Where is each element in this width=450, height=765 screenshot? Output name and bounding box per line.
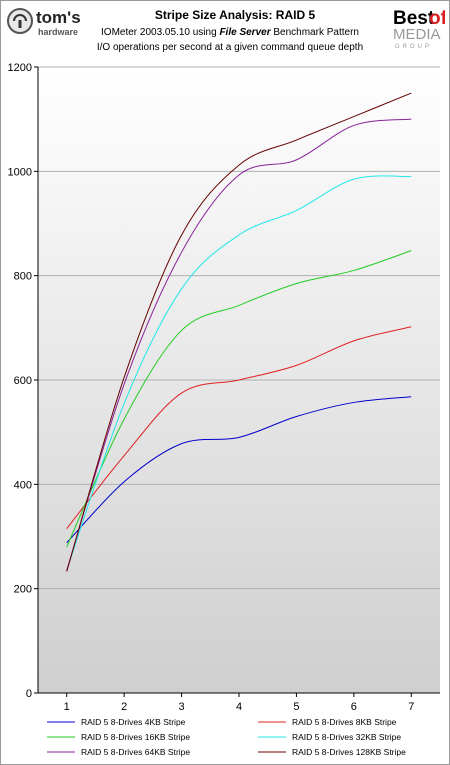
x-tick-label: 1 (64, 701, 70, 713)
svg-text:MEDIA: MEDIA (393, 26, 441, 43)
legend-label: RAID 5 8-Drives 4KB Stripe (81, 717, 186, 727)
series-line-5 (66, 118, 412, 571)
svg-text:of: of (429, 8, 445, 29)
x-tick-label: 5 (293, 701, 299, 713)
series-line-1 (66, 396, 412, 544)
y-tick-label: 0 (26, 688, 32, 700)
y-tick-label: 1000 (8, 166, 32, 178)
legend-label: RAID 5 8-Drives 128KB Stripe (292, 747, 406, 757)
chart-title: Stripe Size Analysis: RAID 5 (154, 8, 316, 22)
legend-label: RAID 5 8-Drives 64KB Stripe (81, 747, 190, 757)
x-tick-label: 2 (121, 701, 127, 713)
legend-label: RAID 5 8-Drives 32KB Stripe (292, 732, 401, 742)
legend-label: RAID 5 8-Drives 16KB Stripe (81, 732, 190, 742)
svg-text:Best: Best (393, 8, 435, 29)
subtitle-suffix: Benchmark Pattern (270, 27, 359, 38)
y-tick-label: 800 (14, 271, 32, 283)
y-tick-label: 600 (14, 375, 32, 387)
series-line-2 (66, 326, 412, 529)
subtitle-prefix: IOMeter 2003.05.10 using (101, 27, 220, 38)
svg-text:GROUP: GROUP (395, 44, 432, 50)
x-tick-label: 7 (408, 701, 414, 713)
toms-hardware-logo: tom's hardware (6, 6, 96, 40)
legend-label: RAID 5 8-Drives 8KB Stripe (292, 717, 397, 727)
y-tick-label: 200 (14, 584, 32, 596)
series-line-3 (66, 250, 412, 548)
svg-text:hardware: hardware (38, 27, 78, 37)
x-tick-label: 4 (236, 701, 242, 713)
y-tick-label: 1200 (8, 62, 32, 74)
best-of-media-logo: Best of MEDIA GROUP (393, 4, 448, 50)
x-tick-label: 3 (179, 701, 185, 713)
subtitle-emphasis: File Server (219, 27, 271, 38)
series-line-4 (66, 175, 412, 571)
y-tick-label: 400 (14, 479, 32, 491)
chart-subtitle-2: I/O operations per second at a given com… (96, 42, 364, 53)
svg-text:tom's: tom's (36, 8, 81, 27)
series-line-6 (66, 92, 412, 572)
x-tick-label: 6 (351, 701, 357, 713)
chart-subtitle: IOMeter 2003.05.10 using File Server Ben… (60, 27, 400, 38)
